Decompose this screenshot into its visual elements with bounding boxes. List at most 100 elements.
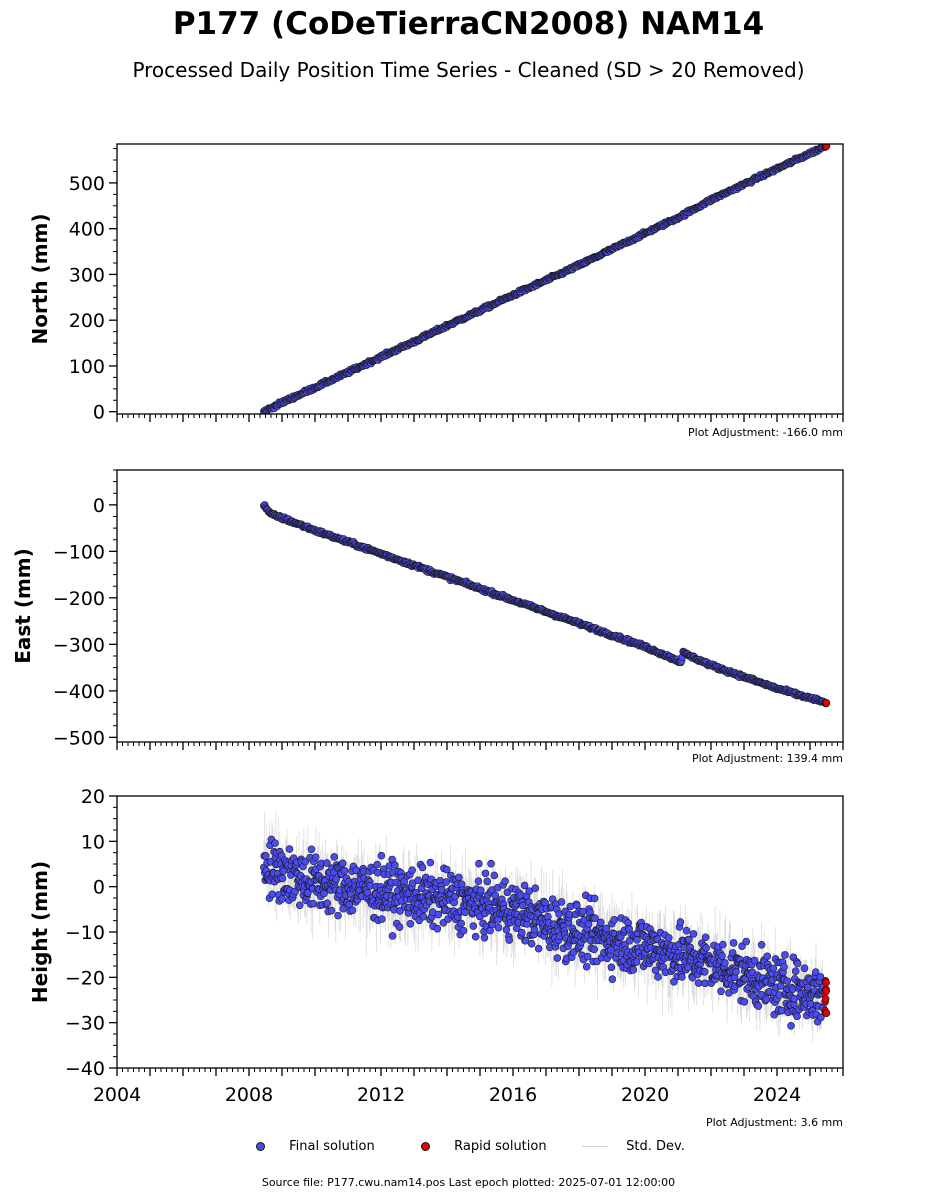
north-y-axis-label: North (mm) xyxy=(28,213,52,344)
height-final-point xyxy=(271,839,279,847)
height-final-point xyxy=(332,875,340,884)
east-y-tick-label: −400 xyxy=(53,681,105,703)
height-final-point xyxy=(718,952,726,960)
height-plot-adjustment: Plot Adjustment: 3.6 mm xyxy=(706,1116,843,1129)
height-final-point xyxy=(793,959,802,968)
height-final-point xyxy=(520,881,529,890)
height-final-point xyxy=(279,867,288,875)
height-final-point xyxy=(682,926,691,935)
height-final-point xyxy=(474,877,483,886)
height-final-point xyxy=(340,866,349,875)
height-y-tick-label: −30 xyxy=(65,1013,105,1035)
height-final-point xyxy=(742,937,751,946)
north-y-tick-label: 0 xyxy=(93,402,105,424)
north-plot-adjustment: Plot Adjustment: -166.0 mm xyxy=(688,426,843,439)
height-final-point xyxy=(426,858,435,867)
height-final-point xyxy=(602,924,611,933)
east-y-tick-label: −100 xyxy=(53,541,105,563)
north-rapid-point xyxy=(822,144,831,150)
height-y-tick-label: 0 xyxy=(93,877,105,899)
height-final-point xyxy=(557,898,566,906)
height-final-point xyxy=(632,958,641,966)
east-y-tick-label: −300 xyxy=(53,634,105,656)
chart-subtitle: Processed Daily Position Time Series - C… xyxy=(132,58,805,82)
height-final-point xyxy=(729,939,738,947)
height-x-tick-label: 2016 xyxy=(489,1084,537,1106)
height-final-point xyxy=(309,899,318,908)
height-final-point xyxy=(811,968,820,976)
east-data-group xyxy=(260,501,831,708)
height-final-point xyxy=(323,899,332,908)
legend-std-label: Std. Dev. xyxy=(626,1139,685,1154)
height-final-point xyxy=(783,977,792,985)
height-final-point xyxy=(633,936,641,944)
height-final-point xyxy=(505,936,514,944)
height-final-point xyxy=(469,922,478,930)
height-final-point xyxy=(769,964,778,973)
height-final-point xyxy=(754,1002,763,1010)
legend-rapid: Rapid solution xyxy=(421,1136,547,1158)
height-final-point xyxy=(471,932,480,941)
height-final-point xyxy=(323,859,331,867)
height-final-point xyxy=(590,894,599,903)
height-final-point xyxy=(295,901,304,910)
height-final-point xyxy=(591,914,599,923)
height-final-point xyxy=(521,936,530,945)
height-x-tick-label: 2024 xyxy=(753,1084,801,1106)
height-final-point xyxy=(791,967,800,975)
height-final-point xyxy=(475,859,483,868)
north-y-tick-label: 400 xyxy=(69,219,105,241)
height-final-point xyxy=(702,944,710,952)
height-final-point xyxy=(750,956,759,965)
height-final-point xyxy=(793,1012,801,1021)
height-final-point xyxy=(406,919,415,928)
east-plot-adjustment: Plot Adjustment: 139.4 mm xyxy=(692,752,843,765)
height-final-point xyxy=(719,940,727,949)
height-final-point xyxy=(678,973,686,981)
height-final-point xyxy=(583,952,592,961)
height-final-point xyxy=(434,910,443,919)
chart-title: P177 (CoDeTierraCN2008) NAM14 xyxy=(172,6,765,42)
height-final-point xyxy=(348,906,357,915)
height-final-point xyxy=(396,907,404,915)
height-final-point xyxy=(303,889,312,897)
height-final-point xyxy=(330,853,339,861)
height-final-point xyxy=(685,935,693,944)
height-final-point xyxy=(608,975,617,984)
east-y-axis-label: East (mm) xyxy=(11,548,35,664)
height-final-point xyxy=(339,904,347,913)
height-final-point xyxy=(311,853,320,861)
east-axes-frame xyxy=(116,469,844,743)
height-final-point xyxy=(307,845,316,854)
height-final-point xyxy=(757,941,766,949)
height-final-point xyxy=(781,951,789,959)
north-y-tick-label: 100 xyxy=(69,356,105,378)
height-y-tick-label: 20 xyxy=(81,786,105,808)
height-rapid-point xyxy=(822,978,830,987)
height-final-point xyxy=(762,995,771,1003)
height-final-point xyxy=(728,949,737,957)
legend-rapid-label: Rapid solution xyxy=(454,1139,547,1154)
height-y-tick-label: −10 xyxy=(65,922,105,944)
legend-final-label: Final solution xyxy=(289,1139,375,1154)
height-final-point xyxy=(419,912,428,921)
height-final-point xyxy=(531,884,540,892)
height-final-point xyxy=(494,923,503,932)
height-final-point xyxy=(480,933,489,942)
height-x-tick-label: 2012 xyxy=(357,1084,405,1106)
east-y-tick-label: −200 xyxy=(53,588,105,610)
height-final-point xyxy=(481,869,490,878)
height-x-tick-label: 2020 xyxy=(621,1084,669,1106)
height-final-point xyxy=(757,990,765,999)
height-final-point xyxy=(610,916,619,924)
height-final-point xyxy=(596,918,605,927)
north-y-tick-label: 500 xyxy=(69,173,105,195)
height-final-point xyxy=(334,911,342,920)
legend-std: Std. Dev. xyxy=(582,1136,685,1158)
height-final-point xyxy=(684,963,692,972)
legend: Final solution Rapid solution Std. Dev. xyxy=(0,1136,937,1158)
height-final-point xyxy=(780,963,788,971)
height-final-point xyxy=(285,845,294,853)
height-final-point xyxy=(732,967,740,976)
height-final-point xyxy=(502,925,511,934)
